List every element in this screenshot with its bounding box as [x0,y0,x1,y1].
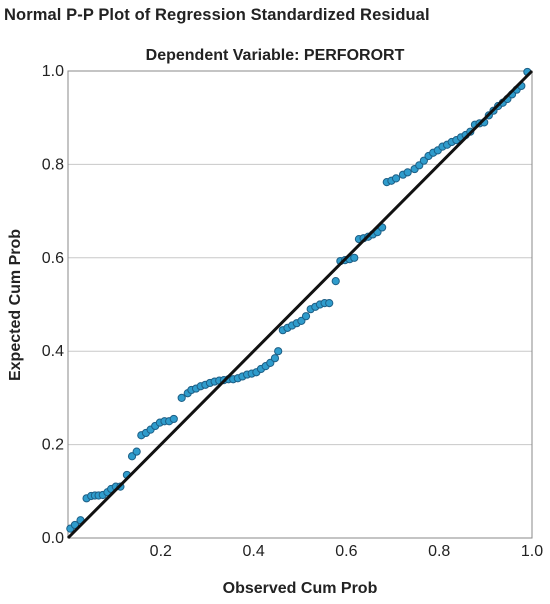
reference-line [66,69,534,540]
y-tick-label: 0.0 [42,530,64,547]
x-tick-label: 0.4 [242,543,264,560]
x-tick-label: 0.8 [428,543,450,560]
data-point [403,168,412,177]
data-point [350,253,359,262]
x-axis-label: Observed Cum Prob [222,580,378,597]
chart-subtitle: Dependent Variable: PERFORORT [145,47,405,64]
data-point [132,447,141,456]
y-tick-label: 1.0 [42,63,64,80]
data-point [391,174,401,183]
data-point [331,277,340,286]
x-tick-label: 0.2 [150,543,172,560]
data-point [177,393,186,402]
data-point [270,354,280,363]
y-tick-label: 0.2 [42,437,64,454]
data-point [325,298,334,308]
plot-frame [67,70,533,539]
y-tick-label: 0.4 [42,343,64,360]
y-tick-label: 0.6 [42,250,64,267]
data-point [301,312,311,321]
data-point [70,520,80,530]
data-point [274,347,283,356]
x-tick-label: 0.6 [335,543,357,560]
y-tick-label: 0.8 [42,156,64,173]
x-tick-label: 1.0 [521,543,543,560]
chart-title: Normal P-P Plot of Regression Standardiz… [4,6,430,24]
data-point [169,414,178,424]
